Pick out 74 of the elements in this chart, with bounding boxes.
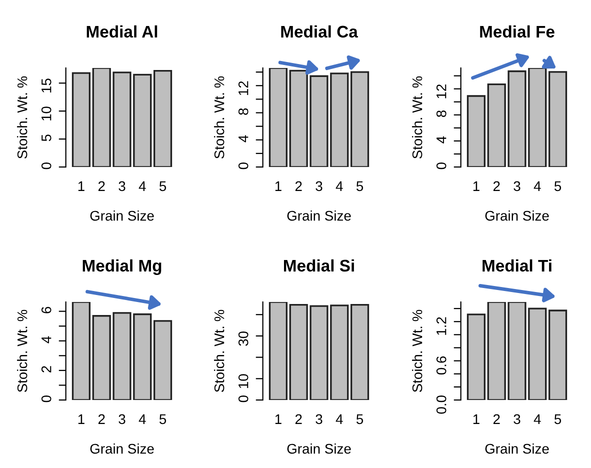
x-tick-label: 5 <box>554 181 562 192</box>
x-tick-label: 3 <box>118 181 126 192</box>
y-axis-title: Stoich. Wt. % <box>214 76 224 159</box>
x-tick-label: 2 <box>295 414 302 424</box>
x-axis-title: Grain Size <box>287 444 351 454</box>
y-tick-label: 10 <box>41 106 52 120</box>
y-tick-label: 6 <box>41 306 52 314</box>
x-tick-label: 4 <box>336 181 343 191</box>
chart-title: Medial Ti <box>482 259 552 272</box>
y-axis-title: Stoich. Wt. % <box>214 310 224 392</box>
y-axis-title: Stoich. Wt. % <box>412 76 422 159</box>
bar <box>72 302 91 400</box>
y-tick-label: 0 <box>238 396 248 402</box>
x-tick-label: 1 <box>473 181 480 191</box>
x-tick-label: 5 <box>159 181 166 192</box>
y-tick-label: 5 <box>42 134 52 142</box>
x-tick-label: 2 <box>98 181 105 191</box>
x-axis-title: Grain Size <box>485 210 549 221</box>
x-tick-label: 3 <box>118 414 126 424</box>
y-tick-label: 30 <box>238 331 248 346</box>
x-tick-label: 4 <box>534 414 541 424</box>
x-tick-label: 2 <box>493 181 500 191</box>
y-tick-label: 0 <box>238 162 248 170</box>
y-tick-label: 0 <box>41 162 52 170</box>
bar <box>466 95 486 167</box>
x-tick-label: 4 <box>336 414 343 424</box>
x-tick-label: 2 <box>295 181 302 191</box>
y-tick-label: 4 <box>436 136 446 144</box>
x-tick-label: 4 <box>138 181 146 191</box>
x-tick-label: 5 <box>356 181 364 192</box>
y-tick-label: 10 <box>238 374 248 388</box>
x-tick-label: 2 <box>493 414 500 424</box>
x-tick-label: 3 <box>316 181 322 192</box>
chart-title: Medial Si <box>284 259 354 272</box>
x-tick-label: 1 <box>78 414 84 424</box>
y-axis-title: Stoich. Wt. % <box>17 76 28 159</box>
y-tick-label: 0 <box>41 396 52 402</box>
y-tick-label: 12 <box>436 84 446 98</box>
y-tick-label: 0.0 <box>436 396 446 414</box>
chart-title: Medial Al <box>86 25 158 38</box>
y-tick-label: 2 <box>41 366 52 372</box>
x-tick-label: 1 <box>275 414 282 424</box>
x-tick-label: 5 <box>356 414 364 424</box>
y-tick-label: 12 <box>238 81 248 95</box>
x-tick-label: 1 <box>78 181 84 191</box>
y-axis-title: Stoich. Wt. % <box>412 310 422 392</box>
y-tick-label: 0 <box>436 162 446 170</box>
y-tick-label: 4 <box>42 336 52 344</box>
y-tick-label: 15 <box>42 78 52 92</box>
chart-title: Medial Mg <box>82 259 162 275</box>
x-tick-label: 4 <box>534 181 541 191</box>
y-tick-label: 0.6 <box>436 356 446 375</box>
y-tick-label: 4 <box>238 135 248 142</box>
x-axis-title: Grain Size <box>90 210 154 221</box>
x-axis-title: Grain Size <box>485 444 549 454</box>
x-tick-label: 5 <box>554 414 562 424</box>
y-tick-label: 8 <box>436 110 446 117</box>
x-tick-label: 3 <box>316 414 322 424</box>
y-tick-label: 1.2 <box>436 317 446 335</box>
chart-title: Medial Fe <box>480 25 554 38</box>
x-tick-label: 4 <box>138 414 146 424</box>
y-axis-title: Stoich. Wt. % <box>17 310 28 392</box>
x-tick-label: 5 <box>159 414 166 424</box>
chart-title: Medial Ca <box>281 25 358 38</box>
x-tick-label: 3 <box>514 414 520 424</box>
x-tick-label: 3 <box>514 181 520 192</box>
x-tick-label: 1 <box>275 181 282 191</box>
bar <box>153 320 172 400</box>
y-tick-label: 8 <box>238 108 248 115</box>
bar <box>548 71 568 167</box>
x-axis-title: Grain Size <box>287 210 351 221</box>
x-axis-title: Grain Size <box>90 444 154 454</box>
x-tick-label: 2 <box>98 414 105 424</box>
x-tick-label: 1 <box>473 414 480 424</box>
